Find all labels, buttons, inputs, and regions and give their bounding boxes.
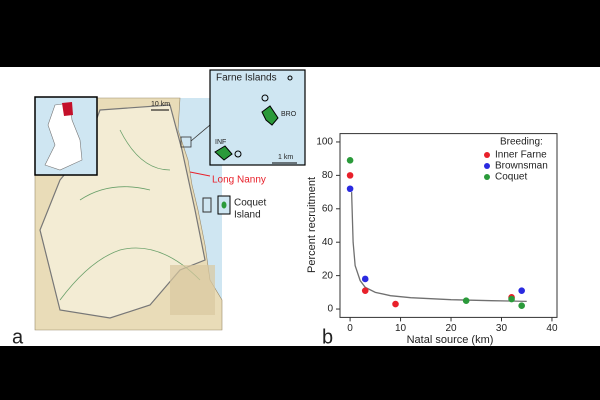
site-label: Long Nanny [212,175,266,186]
point [518,302,525,310]
y-tick-label: 20 [322,270,334,281]
callout [189,171,211,177]
map: Farne Islands BRO INF 1 km 10 km Long Na… [34,69,306,331]
x-axis-label: Natal source (km) [407,334,494,346]
legend-marker [484,163,490,169]
legend-label: Brownsman [495,161,548,172]
top-band [0,0,600,67]
site-label: Coquet [234,198,266,209]
farne-box [180,136,192,148]
england-highlight [62,102,73,116]
y-tick-label: 40 [322,237,334,248]
y-tick-label: 60 [322,203,334,214]
x-tick-label: 20 [445,323,457,334]
scale-label: 1 km [278,154,293,161]
legend-marker [484,152,490,158]
y-tick-label: 0 [327,304,333,315]
legend-title: Breeding: [500,137,543,148]
scale-label: 10 km [151,101,170,108]
island-label: INF [215,139,226,146]
island [261,94,269,102]
point [346,185,354,193]
fit-line [350,192,527,303]
point [361,287,369,294]
urban [170,265,215,315]
point [361,275,369,283]
y-tick-label: 80 [322,170,334,181]
point [392,300,399,308]
island-label: BRO [281,111,297,118]
legend-marker [484,174,490,180]
panel-label: a [12,326,24,348]
x-tick-label: 0 [347,323,353,334]
x-tick-label: 30 [496,323,508,334]
island [234,150,242,158]
x-tick-label: 40 [546,323,558,334]
roads [59,129,201,301]
panel-label: b [322,326,333,348]
point [518,287,525,294]
plot-frame [339,133,558,318]
point [346,157,354,164]
site-label: Island [234,210,261,221]
legend-label: Coquet [495,172,527,183]
island [261,105,279,126]
island [214,145,233,161]
inset-title: Farne Islands [216,73,277,84]
y-axis-label: Percent recruitment [306,177,318,273]
point [346,172,354,179]
island [287,75,293,81]
x-tick-label: 10 [395,323,407,334]
legend-label: Inner Farne [495,150,547,161]
y-tick-label: 100 [316,137,333,148]
bottom-band [0,346,600,400]
coquet-box [202,197,212,213]
island [221,201,227,209]
point [508,295,515,303]
point [462,297,470,304]
callout [190,124,211,142]
